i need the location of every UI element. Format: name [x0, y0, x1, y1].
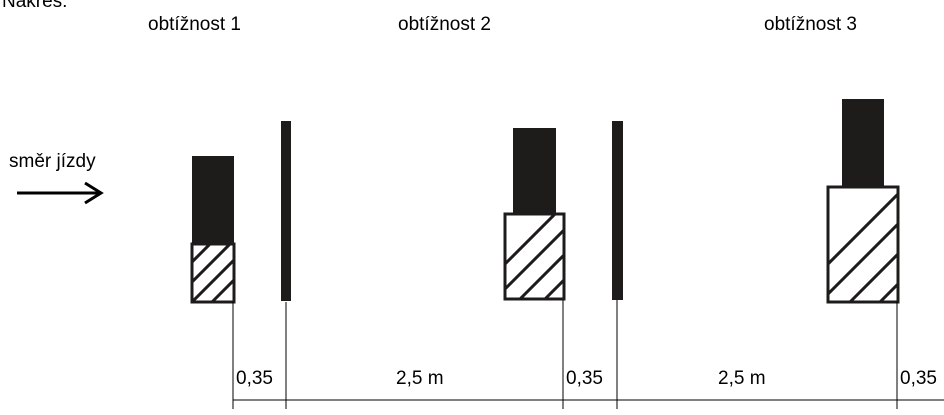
difficulty-label-3: obtížnost 3 [764, 14, 857, 35]
obstacle-3-top-block [842, 99, 884, 187]
dimension-label-3: 0,35 [566, 368, 603, 389]
dimension-extension-lines [232, 300, 898, 409]
obstacle-1-hatched-base [190, 242, 236, 304]
pole-1 [281, 121, 291, 301]
difficulty-label-1: obtížnost 1 [148, 14, 241, 35]
dimension-label-4: 2,5 m [718, 368, 766, 389]
dimension-label-2: 2,5 m [396, 368, 444, 389]
obstacle-1-top-block [192, 156, 234, 244]
dimension-label-1: 0,35 [236, 368, 273, 389]
obstacle-3 [826, 99, 900, 304]
page-heading: Nákres: [2, 0, 68, 12]
obstacle-2-top-block [513, 128, 556, 214]
obstacle-2 [503, 128, 566, 301]
obstacle-1 [190, 156, 236, 304]
direction-arrow-icon [17, 181, 104, 205]
obstacle-2-hatched-base [503, 212, 566, 301]
dimension-label-5: 0,35 [900, 368, 937, 389]
direction-label: směr jízdy [9, 151, 96, 172]
pole-2 [612, 121, 623, 300]
obstacle-3-hatched-base [826, 185, 900, 304]
difficulty-label-2: obtížnost 2 [398, 14, 491, 35]
